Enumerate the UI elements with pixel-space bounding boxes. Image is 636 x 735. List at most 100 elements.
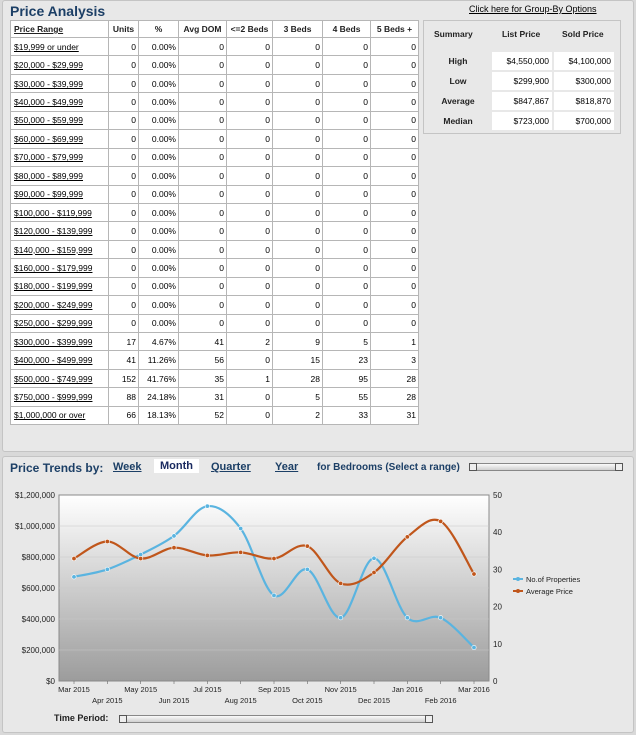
time-period-slider[interactable]	[119, 715, 433, 723]
table-cell: 0	[108, 239, 139, 260]
summary-sold-value: $4,100,000	[554, 52, 614, 70]
table-cell: 0	[370, 36, 419, 57]
price-range-link[interactable]: $140,000 - $159,999	[10, 239, 109, 260]
price-range-link[interactable]: $90,000 - $99,999	[10, 184, 109, 204]
data-point	[138, 556, 144, 562]
tab-week[interactable]: Week	[113, 461, 142, 473]
table-cell: 0	[322, 239, 371, 260]
price-range-link[interactable]: $40,000 - $49,999	[10, 92, 109, 112]
tab-month[interactable]: Month	[154, 459, 199, 473]
table-cell: 0	[272, 147, 323, 168]
table-cell: 0.00%	[138, 221, 179, 241]
table-cell: 0	[370, 184, 419, 204]
price-range-link[interactable]: $300,000 - $399,999	[10, 331, 109, 352]
tab-quarter[interactable]: Quarter	[211, 461, 251, 473]
x-tick-label: Mar 2016	[458, 685, 490, 694]
table-cell: 0	[322, 110, 371, 131]
price-range-link[interactable]: $70,000 - $79,999	[10, 147, 109, 168]
table-cell: 0.00%	[138, 55, 179, 75]
table-cell: 0	[322, 55, 371, 75]
table-cell: 0	[178, 129, 227, 149]
table-cell: 0	[226, 129, 273, 149]
table-cell: 11.26%	[138, 350, 179, 370]
price-range-link[interactable]: $400,000 - $499,999	[10, 350, 109, 370]
price-range-link[interactable]: $20,000 - $29,999	[10, 55, 109, 75]
table-cell: 0	[370, 295, 419, 315]
tab-year[interactable]: Year	[275, 461, 299, 473]
table-cell: 0	[370, 110, 419, 131]
data-point	[171, 533, 177, 539]
x-tick-label: Aug 2015	[225, 696, 257, 705]
legend-label: Average Price	[526, 587, 573, 596]
price-range-link[interactable]: $750,000 - $999,999	[10, 387, 109, 407]
x-tick-label: Jul 2015	[193, 685, 221, 694]
time-slider-start-handle[interactable]	[119, 715, 127, 723]
table-cell: 18.13%	[138, 405, 179, 426]
price-range-link[interactable]: $180,000 - $199,999	[10, 276, 109, 297]
price-range-link[interactable]: $160,000 - $179,999	[10, 258, 109, 278]
y-right-tick-label: 0	[493, 677, 498, 686]
table-row: $400,000 - $499,999 41 11.26% 56 0 15 23 3	[10, 350, 419, 370]
table-cell: 0.00%	[138, 202, 179, 223]
group-by-options-link[interactable]: Click here for Group-By Options	[469, 4, 597, 14]
summary-label: Average	[441, 96, 475, 106]
data-point	[304, 566, 310, 572]
table-cell: 1	[370, 331, 419, 352]
price-range-table: Price Range Units% Avg DOM <=2 Beds 3 Beds 4 …	[10, 20, 419, 426]
table-cell: 2	[272, 405, 323, 426]
price-range-link[interactable]: $60,000 - $69,999	[10, 129, 109, 149]
table-cell: 0	[322, 147, 371, 168]
y-left-tick-label: $800,000	[22, 553, 56, 562]
bedrooms-slider-max-handle[interactable]	[615, 463, 623, 471]
table-cell: 66	[108, 405, 139, 426]
table-cell: 0	[370, 258, 419, 278]
table-cell: 5	[272, 387, 323, 407]
table-row: $120,000 - $139,999 0 0.00% 0 0 0 0 0	[10, 221, 419, 241]
table-cell: 0	[178, 276, 227, 297]
table-cell: 0	[272, 239, 323, 260]
x-tick-label: Nov 2015	[325, 685, 357, 694]
price-trends-chart: $0 $200,000 $400,000 $600,000 $800,000 $1,000…	[15, 491, 580, 705]
data-point	[438, 518, 444, 524]
price-range-link[interactable]: $30,000 - $39,999	[10, 73, 109, 94]
bedrooms-slider-min-handle[interactable]	[469, 463, 477, 471]
price-range-link[interactable]: $200,000 - $249,999	[10, 295, 109, 315]
table-cell: 0	[108, 55, 139, 75]
table-cell: 0	[226, 295, 273, 315]
table-cell: 0	[322, 73, 371, 94]
price-range-link[interactable]: $120,000 - $139,999	[10, 221, 109, 241]
table-row: $20,000 - $29,999 0 0.00% 0 0 0 0 0	[10, 55, 419, 75]
table-cell: 0	[322, 184, 371, 204]
table-cell: 17	[108, 331, 139, 352]
table-cell: 0	[370, 221, 419, 241]
summary-label: High	[448, 56, 468, 66]
table-cell: 0	[370, 276, 419, 297]
price-range-link[interactable]: $500,000 - $749,999	[10, 368, 109, 389]
table-cell: 0	[108, 221, 139, 241]
table-cell: 0	[226, 239, 273, 260]
x-tick-label: May 2015	[124, 685, 157, 694]
price-range-link[interactable]: $80,000 - $89,999	[10, 166, 109, 186]
table-cell: 0	[272, 166, 323, 186]
price-range-link[interactable]: $1,000,000 or over	[10, 405, 109, 426]
price-range-link[interactable]: $50,000 - $59,999	[10, 110, 109, 131]
legend-label: No.of Properties	[526, 575, 580, 584]
bedrooms-range-slider[interactable]	[469, 463, 623, 471]
table-cell: 0	[226, 184, 273, 204]
table-cell: 0	[178, 36, 227, 57]
table-cell: 0	[178, 147, 227, 168]
table-cell: 0	[178, 313, 227, 334]
time-slider-end-handle[interactable]	[425, 715, 433, 723]
table-cell: 0	[226, 147, 273, 168]
table-row: $500,000 - $749,999 152 41.76% 35 1 28 95 28	[10, 368, 419, 389]
summary-sold-value: $300,000	[554, 72, 614, 90]
table-cell: 5	[322, 331, 371, 352]
table-cell: 0	[108, 202, 139, 223]
price-range-link[interactable]: $250,000 - $299,999	[10, 313, 109, 334]
data-point	[71, 556, 77, 562]
price-range-link[interactable]: $19,999 or under	[10, 36, 109, 57]
table-cell: 0	[226, 166, 273, 186]
price-range-link[interactable]: $100,000 - $119,999	[10, 202, 109, 223]
table-cell: 0	[108, 147, 139, 168]
table-cell: 55	[322, 387, 371, 407]
